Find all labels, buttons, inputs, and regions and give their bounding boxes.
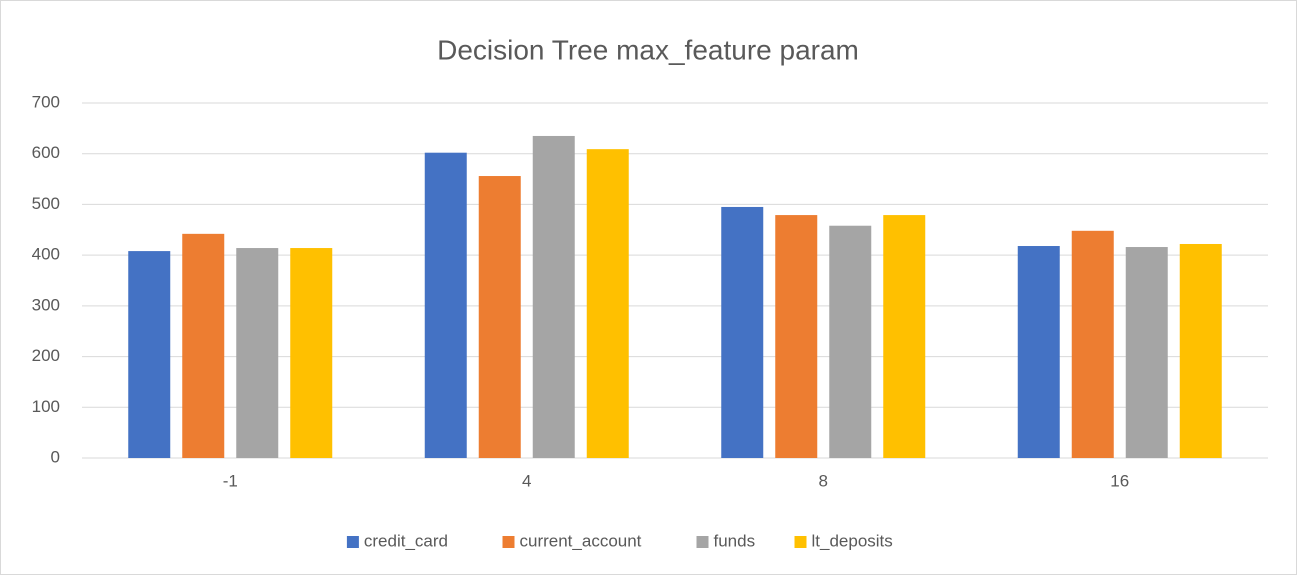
legend-swatch	[794, 536, 807, 548]
y-tick-label: 600	[32, 143, 60, 162]
bar	[478, 176, 521, 458]
bar	[721, 206, 764, 458]
legend-swatch	[346, 536, 359, 548]
y-tick-label: 200	[32, 346, 60, 365]
legend-label: funds	[714, 531, 756, 550]
legend-label: current_account	[520, 531, 642, 550]
bar	[1071, 230, 1114, 458]
y-tick-label: 300	[32, 295, 60, 314]
bar	[883, 215, 926, 458]
bar	[236, 248, 279, 458]
y-tick-label: 400	[32, 245, 60, 264]
legend-label: credit_card	[364, 531, 448, 550]
x-tick-label: 8	[819, 471, 828, 490]
x-tick-label: 16	[1110, 471, 1129, 490]
bar	[1017, 246, 1060, 458]
x-tick-label: -1	[223, 471, 238, 490]
x-tick-label: 4	[522, 471, 531, 490]
legend-swatch	[502, 536, 515, 548]
legend-label: lt_deposits	[812, 531, 893, 550]
legend-swatch	[696, 536, 709, 548]
y-tick-label: 500	[32, 194, 60, 213]
chart-title: Decision Tree max_feature param	[437, 34, 859, 65]
bar	[290, 248, 333, 458]
y-tick-label: 0	[51, 447, 60, 466]
bar	[1125, 247, 1168, 458]
bar	[829, 225, 872, 458]
bar	[586, 149, 629, 458]
y-tick-label: 700	[32, 92, 60, 111]
bar	[424, 152, 467, 458]
bar	[1179, 243, 1222, 458]
bar	[128, 251, 171, 458]
bar	[532, 135, 575, 458]
y-tick-label: 100	[32, 397, 60, 416]
bar	[182, 233, 225, 458]
bar	[775, 215, 818, 458]
